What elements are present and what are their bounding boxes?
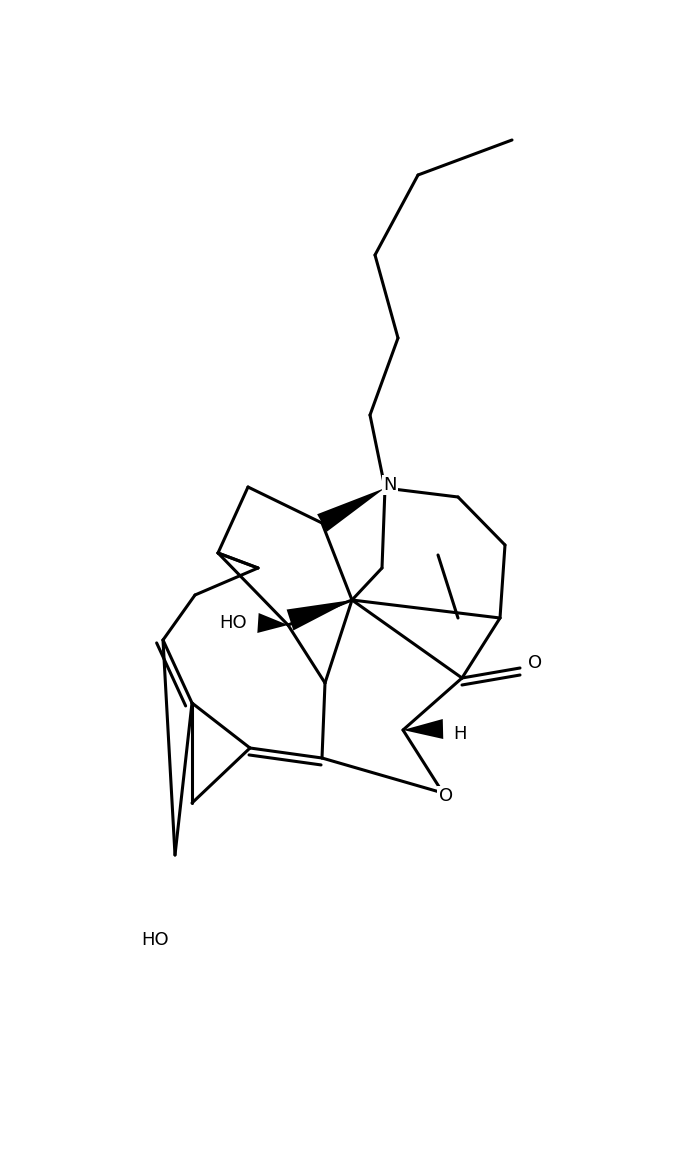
Text: N: N: [383, 476, 397, 494]
Polygon shape: [287, 600, 352, 630]
Text: HO: HO: [141, 931, 169, 949]
Text: O: O: [528, 654, 542, 671]
Text: O: O: [439, 787, 453, 806]
Polygon shape: [257, 613, 288, 633]
Text: HO: HO: [219, 614, 247, 632]
Polygon shape: [317, 488, 385, 532]
Polygon shape: [403, 719, 443, 739]
Text: H: H: [453, 724, 466, 743]
